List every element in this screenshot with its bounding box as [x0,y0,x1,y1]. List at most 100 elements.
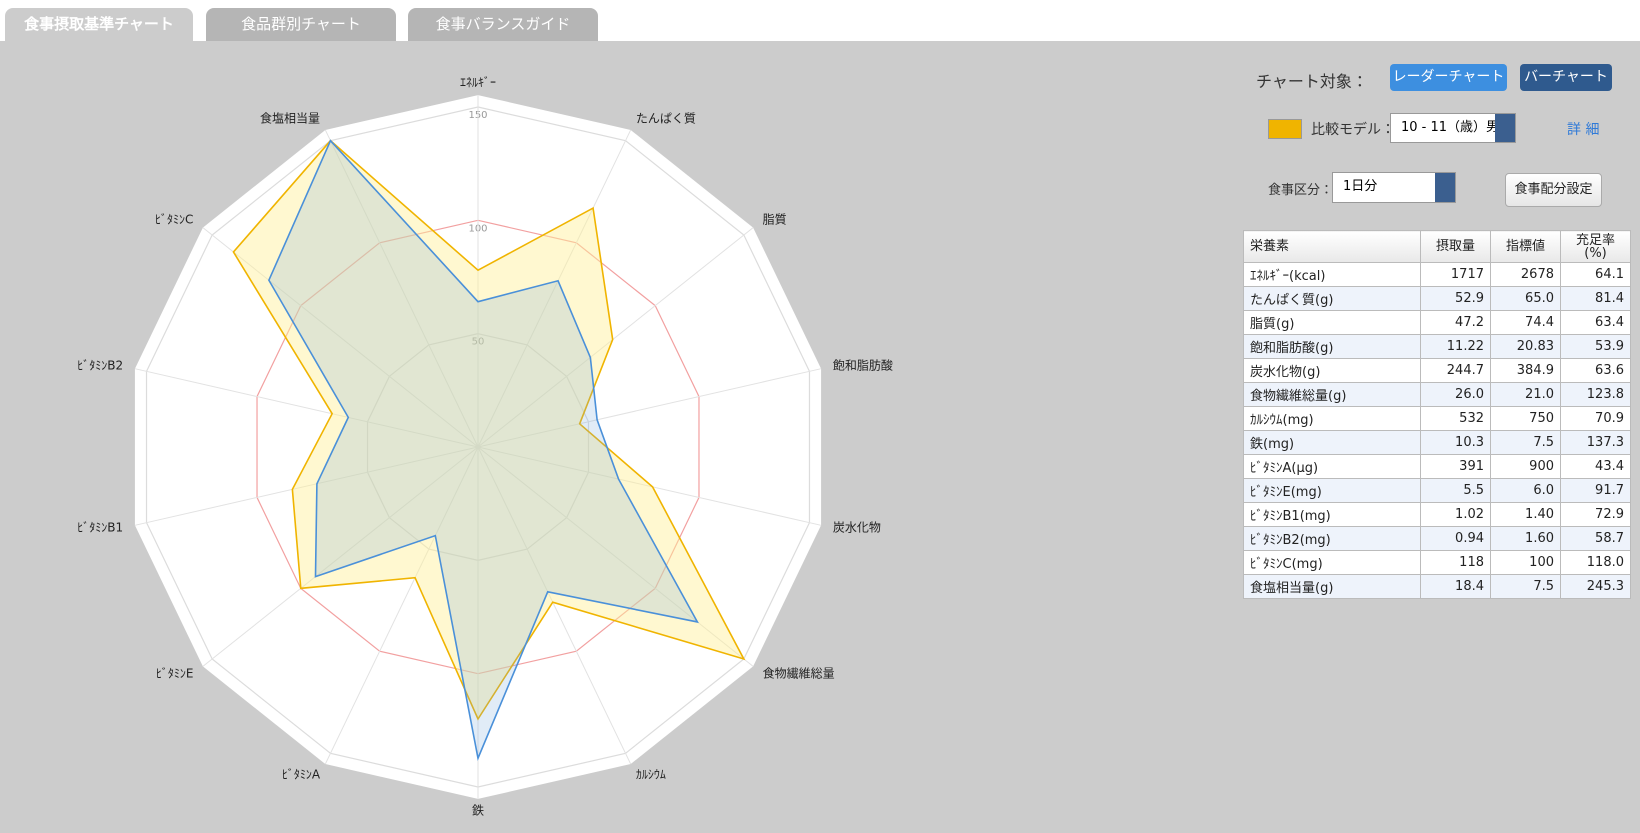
table-row: 炭水化物(g) 244.7 384.9 63.6 [1243,358,1631,383]
table-cell: 5.5 [1420,478,1491,503]
table-cell: 脂質(g) [1243,310,1421,335]
spoke [202,227,479,448]
table-cell: 750 [1490,406,1561,431]
table-cell: 81.4 [1560,286,1631,311]
tab[interactable]: 食品群別チャート [206,8,396,41]
spoke [202,446,479,667]
table-row: 食塩相当量(g) 18.4 7.5 245.3 [1243,574,1631,599]
radar-chart: 50100150ｴﾈﾙｷﾞｰたんぱく質脂質飽和脂肪酸炭水化物食物繊維総量ｶﾙｼｳ… [77,76,893,818]
select-arrow [1435,173,1455,202]
table-cell: 118.0 [1560,550,1631,575]
axis-label: 脂質 [763,212,787,227]
table-cell: 1.40 [1490,502,1561,527]
table-cell: 100 [1490,550,1561,575]
table-cell: 245.3 [1560,574,1631,599]
table-cell: 65.0 [1490,286,1561,311]
table-cell: 43.4 [1560,454,1631,479]
table-cell: 1.02 [1420,502,1491,527]
table-cell: 391 [1420,454,1491,479]
spoke [477,368,822,448]
table-cell: 47.2 [1420,310,1491,335]
table-cell: 118 [1420,550,1491,575]
header-row: 栄養素 摂取量 指標値 充足率 (%) [1243,230,1631,263]
table-row: たんぱく質(g) 52.9 65.0 81.4 [1243,286,1631,311]
axis-label: 食塩相当量 [260,111,320,126]
table-cell: たんぱく質(g) [1243,286,1421,311]
axis-label: ﾋﾞﾀﾐﾝB2 [77,359,123,373]
axis-label: ﾋﾞﾀﾐﾝE [156,666,194,680]
table-cell: ﾋﾞﾀﾐﾝA(μg) [1243,454,1421,479]
spoke [324,129,479,448]
table-cell: 2678 [1490,262,1561,287]
button[interactable]: 食事配分設定 [1505,173,1602,207]
table-row: ﾋﾞﾀﾐﾝB2(mg) 0.94 1.60 58.7 [1243,526,1631,551]
axis-label: 食物繊維総量 [763,665,835,680]
spoke [477,446,822,526]
table-cell: 244.7 [1420,358,1491,383]
select[interactable]: 10 - 11（歳）男 [1390,113,1516,143]
table-cell: 7.5 [1490,430,1561,455]
spoke [477,446,754,667]
axis-label: たんぱく質 [636,111,696,126]
table-cell: 食物繊維総量(g) [1243,382,1421,407]
select-arrow [1495,114,1515,142]
table-cell: 7.5 [1490,574,1561,599]
select[interactable]: 1日分 [1332,172,1456,203]
axis-label: 鉄 [472,803,484,818]
button[interactable]: レーダーチャート [1390,64,1507,91]
label: 比較モデル： [1311,122,1395,138]
table-cell: 58.7 [1560,526,1631,551]
table-row: ﾋﾞﾀﾐﾝB1(mg) 1.02 1.40 72.9 [1243,502,1631,527]
select-value: 10 - 11（歳）男 [1401,120,1500,135]
table-row: ﾋﾞﾀﾐﾝA(μg) 391 900 43.4 [1243,454,1631,479]
table-cell: 91.7 [1560,478,1631,503]
table-cell: 1717 [1420,262,1491,287]
table-cell: 74.4 [1490,310,1561,335]
table-cell: 11.22 [1420,334,1491,359]
table-cell: 137.3 [1560,430,1631,455]
table-cell: 63.4 [1560,310,1631,335]
spoke [134,368,479,448]
table-cell: ﾋﾞﾀﾐﾝB2(mg) [1243,526,1421,551]
table-cell: 0.94 [1420,526,1491,551]
spoke [134,446,479,526]
label: 食事区分： [1268,183,1334,198]
table-cell: 食塩相当量(g) [1243,574,1421,599]
axis-label: ﾋﾞﾀﾐﾝA [282,767,321,781]
axis-label: ｴﾈﾙｷﾞｰ [460,76,496,90]
table-cell: 53.9 [1560,334,1631,359]
table-cell: 70.9 [1560,406,1631,431]
table-cell: 64.1 [1560,262,1631,287]
table-cell: 52.9 [1420,286,1491,311]
table-row: 食物繊維総量(g) 26.0 21.0 123.8 [1243,382,1631,407]
spoke [324,446,479,765]
table-cell: 532 [1420,406,1491,431]
axis-label: 炭水化物 [833,520,881,534]
axis-label: 飽和脂肪酸 [833,358,893,373]
table-cell: 6.0 [1490,478,1561,503]
tab-bar: 食事摂取基準チャート 食品群別チャート 食事バランスガイド [0,0,1640,41]
axis-label: ﾋﾞﾀﾐﾝB1 [77,520,123,534]
table-cell: 鉄(mg) [1243,430,1421,455]
table-row: 鉄(mg) 10.3 7.5 137.3 [1243,430,1631,455]
table-cell: ｴﾈﾙｷﾞｰ(kcal) [1243,262,1421,287]
button[interactable]: バーチャート [1520,64,1612,91]
table-cell: 72.9 [1560,502,1631,527]
spoke [477,446,632,765]
table-row: 脂質(g) 47.2 74.4 63.4 [1243,310,1631,335]
table-cell: 63.6 [1560,358,1631,383]
table-cell: ﾋﾞﾀﾐﾝB1(mg) [1243,502,1421,527]
tab[interactable]: 食事摂取基準チャート [5,8,193,41]
table-cell: 10.3 [1420,430,1491,455]
label: チャート対象： [1256,72,1368,91]
column-header: 栄養素 [1243,230,1421,263]
column-header: 摂取量 [1420,230,1491,263]
table-row: ﾋﾞﾀﾐﾝC(mg) 118 100 118.0 [1243,550,1631,575]
table-cell: 900 [1490,454,1561,479]
tab[interactable]: 食事バランスガイド [408,8,598,41]
spoke [477,227,754,448]
link[interactable]: 詳 細 [1567,122,1600,138]
table-row: 飽和脂肪酸(g) 11.22 20.83 53.9 [1243,334,1631,359]
table-cell: 飽和脂肪酸(g) [1243,334,1421,359]
